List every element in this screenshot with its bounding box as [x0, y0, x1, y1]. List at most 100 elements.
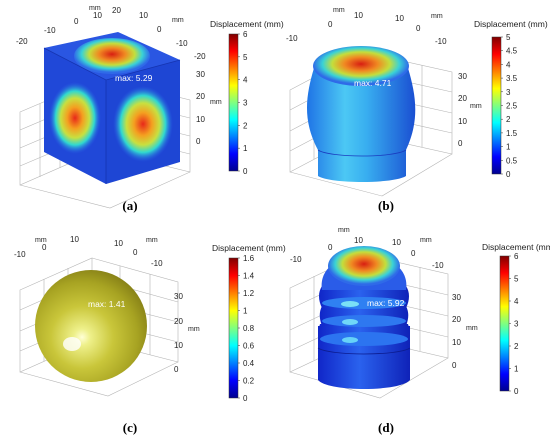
- axis-tick: 10: [452, 338, 461, 347]
- axis-unit: mm: [466, 325, 478, 332]
- axis-unit: mm: [470, 103, 482, 110]
- ring-highlight: [342, 337, 358, 343]
- panel-letter: (d): [378, 420, 394, 435]
- max-label: max: 4.71: [354, 78, 392, 88]
- axis-unit: mm: [146, 237, 158, 244]
- sphere-highlight: [63, 337, 81, 351]
- colorbar-tick-label: 3: [514, 320, 519, 329]
- axis-tick: 10: [354, 236, 363, 245]
- panel-letter: (b): [378, 198, 394, 213]
- axis-tick: 30: [452, 293, 461, 302]
- colorbar-tick-label: 1.6: [243, 254, 255, 263]
- axis-tick: -10: [432, 261, 444, 270]
- colorbar-tick-label: 1: [514, 365, 519, 374]
- axis-tick: 0: [411, 249, 416, 258]
- axis-unit: mm: [172, 17, 184, 24]
- axis-tick: 0: [133, 248, 138, 257]
- axis-tick: 0: [416, 24, 421, 33]
- axis-tick: -20: [16, 37, 28, 46]
- colorbar-tick-label: 5: [506, 33, 511, 42]
- axis-unit: mm: [420, 237, 432, 244]
- colorbar-tick-label: 1.5: [506, 129, 518, 138]
- cube-top-hotspot: [74, 38, 150, 74]
- axis-tick: -10: [151, 259, 163, 268]
- axis-tick: 20: [196, 92, 205, 101]
- colorbar-tick-label: 1.2: [243, 289, 255, 298]
- cylinder-top: [328, 246, 400, 286]
- panel-letter: (c): [123, 420, 137, 435]
- axis-tick: -10: [435, 37, 447, 46]
- axis-tick: 10: [114, 239, 123, 248]
- max-label: max: 5.92: [367, 298, 405, 308]
- colorbar-tick-label: 0.5: [506, 156, 518, 165]
- colorbar-tick-label: 6: [243, 30, 248, 39]
- ring-highlight: [322, 297, 406, 309]
- axis-tick: 10: [395, 14, 404, 23]
- axis-tick: 30: [458, 72, 467, 81]
- axis-unit: mm: [333, 7, 345, 14]
- colorbar-tick-label: 4: [243, 76, 248, 85]
- axis-tick: -10: [14, 250, 26, 259]
- axis-tick: 0: [458, 139, 463, 148]
- colorbar-tick-label: 2: [514, 342, 519, 351]
- colorbar: [228, 257, 239, 399]
- axis-unit: mm: [188, 326, 200, 333]
- colorbar-tick-label: 0: [506, 170, 511, 179]
- colorbar-tick-label: 4.5: [506, 47, 518, 56]
- colorbar-title: Displacement (mm): [212, 243, 286, 253]
- colorbar-tick-label: 0.2: [243, 377, 255, 386]
- colorbar-title: Displacement (mm): [482, 242, 550, 252]
- colorbar-tick-label: 0: [243, 394, 248, 403]
- axis-tick: 10: [139, 11, 148, 20]
- colorbar-tick-label: 2: [243, 121, 248, 130]
- axis-tick: 30: [196, 70, 205, 79]
- colorbar-title: Displacement (mm): [210, 19, 284, 29]
- colorbar-tick-label: 2: [506, 115, 511, 124]
- axis-tick: -10: [176, 39, 188, 48]
- max-label: max: 5.29: [115, 73, 153, 83]
- panel-a: max: 5.29 -20 -10 0 10 20 mm 10 0 -10 -2…: [16, 5, 284, 213]
- colorbar-tick-label: 4: [506, 60, 511, 69]
- colorbar-tick-label: 0.8: [243, 324, 255, 333]
- axis-tick: 10: [392, 238, 401, 247]
- barrel-top: [313, 46, 409, 86]
- ring-highlight: [322, 315, 406, 327]
- colorbar-tick-label: 3: [506, 88, 511, 97]
- ring-highlight: [320, 332, 408, 346]
- cube-left-hotspot: [49, 82, 101, 154]
- axis-unit: mm: [338, 227, 350, 234]
- axis-tick: 20: [452, 315, 461, 324]
- axis-tick: 10: [354, 11, 363, 20]
- axis-tick: -10: [44, 26, 56, 35]
- axis-unit: mm: [89, 5, 101, 12]
- panel-c: max: 1.41 mm -10 0 10 10 0 -10 mm 30 20 …: [14, 235, 286, 435]
- colorbar-tick-label: 6: [514, 252, 519, 261]
- colorbar-tick-label: 1: [243, 144, 248, 153]
- axis-tick: 0: [74, 17, 79, 26]
- colorbar-tick-label: 1.4: [243, 272, 255, 281]
- panel-b: max: 4.71 -10 0 10 mm 10 0 -10 mm 30 20 …: [286, 7, 548, 213]
- colorbar-tick-label: 2.5: [506, 102, 518, 111]
- ring-highlight: [342, 319, 358, 325]
- cube-right-hotspot: [113, 86, 173, 162]
- axis-tick: 10: [458, 117, 467, 126]
- axis-tick: 0: [174, 365, 179, 374]
- axis-tick: 20: [174, 317, 183, 326]
- axis-unit: mm: [35, 237, 47, 244]
- axis-tick: -20: [194, 52, 206, 61]
- axis-tick: 30: [174, 292, 183, 301]
- axis-tick: 0: [157, 25, 162, 34]
- barrel-body: [307, 68, 416, 182]
- axis-tick: 20: [112, 6, 121, 15]
- axis-tick: 10: [196, 115, 205, 124]
- colorbar-tick-label: 3.5: [506, 74, 518, 83]
- axis-unit: mm: [431, 13, 443, 20]
- colorbar-tick-label: 0.4: [243, 359, 255, 368]
- axis-unit: mm: [210, 99, 222, 106]
- colorbar-tick-label: 3: [243, 99, 248, 108]
- axis-tick: 10: [174, 341, 183, 350]
- colorbar-tick-label: 5: [243, 53, 248, 62]
- axis-tick: 0: [452, 361, 457, 370]
- axis-tick: 0: [42, 243, 47, 252]
